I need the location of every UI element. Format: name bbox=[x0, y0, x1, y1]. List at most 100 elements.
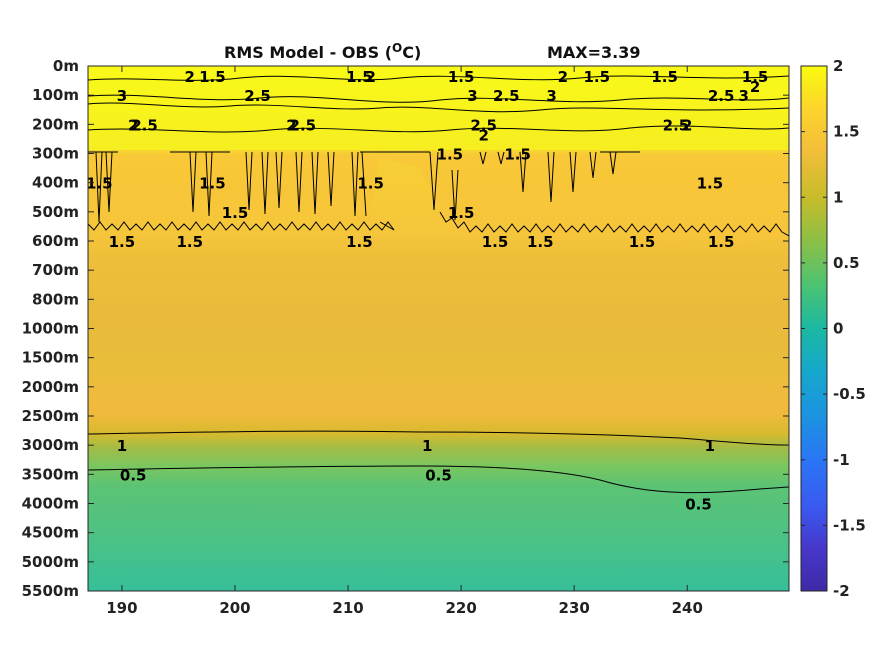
y-tick-label: 600m bbox=[32, 232, 79, 250]
title-superscript: O bbox=[392, 41, 402, 55]
contour-label: 2.5 bbox=[470, 116, 497, 134]
contour-label: 1.5 bbox=[629, 233, 656, 251]
y-tick-label: 800m bbox=[32, 290, 79, 308]
contour-label: 1.5 bbox=[584, 68, 611, 86]
contour-label: 1.5 bbox=[346, 233, 373, 251]
y-tick-label: 100m bbox=[32, 86, 79, 104]
contour-label: 3 bbox=[117, 87, 127, 105]
x-tick-label: 210 bbox=[332, 599, 363, 617]
y-tick-label: 1500m bbox=[22, 349, 79, 367]
contour-label: 3 bbox=[546, 87, 556, 105]
contour-label: 1.5 bbox=[527, 233, 554, 251]
title-unit: C) bbox=[402, 43, 421, 62]
contour-label: 1.5 bbox=[448, 68, 475, 86]
y-tick-label: 2500m bbox=[22, 407, 79, 425]
contour-label: 1.5 bbox=[199, 68, 226, 86]
colorbar-ramp bbox=[800, 65, 828, 592]
contour-label: 1.5 bbox=[199, 175, 226, 193]
contour-lines bbox=[88, 75, 789, 494]
y-tick-label: 700m bbox=[32, 261, 79, 279]
x-axis: 190 200 210 220 230 240 bbox=[106, 66, 703, 617]
y-tick-label: 300m bbox=[32, 145, 79, 163]
colorbar-tick-label: 1.5 bbox=[833, 123, 860, 141]
contour-label: 2 bbox=[479, 126, 489, 144]
contour-1-5-lower bbox=[88, 211, 789, 237]
colorbar-tick-label: -2 bbox=[833, 582, 850, 600]
colorbar-tick-label: 1 bbox=[833, 188, 843, 206]
chart-title: RMS Model - OBS (OC) bbox=[224, 41, 421, 62]
contour-label: 2.5 bbox=[131, 116, 158, 134]
contour-label: 1 bbox=[117, 437, 127, 455]
y-tick-label: 1000m bbox=[22, 320, 79, 338]
contour-label: 1.5 bbox=[176, 233, 203, 251]
contour-label: 1.5 bbox=[448, 204, 475, 222]
contour-label: 2 bbox=[682, 116, 692, 134]
contour-label: 2 bbox=[558, 68, 568, 86]
contour-label: 2.5 bbox=[290, 116, 317, 134]
y-tick-label: 4500m bbox=[22, 524, 79, 542]
colorbar-tick-label: 0 bbox=[833, 320, 843, 338]
y-axis: 0m 100m 200m 300m 400m 500m 600m 700m 800m 1000m 1… bbox=[22, 57, 789, 600]
contour-3 bbox=[88, 102, 789, 113]
contour-label: 1.5 bbox=[109, 233, 136, 251]
y-tick-label: 5000m bbox=[22, 553, 79, 571]
contour-label: 0.5 bbox=[425, 466, 452, 484]
contour-label: 1.5 bbox=[504, 146, 531, 164]
colorbar-tick-label: 0.5 bbox=[833, 254, 860, 272]
contour-label: 1.5 bbox=[651, 68, 678, 86]
contour-label: 2 bbox=[286, 116, 296, 134]
contour-label: 2 bbox=[185, 68, 195, 86]
contour-label: 2 bbox=[365, 68, 375, 86]
contour-label: 2.5 bbox=[493, 87, 520, 105]
contour-2-deep bbox=[88, 125, 789, 133]
y-tick-label: 0m bbox=[53, 57, 79, 75]
contour-label: 2.5 bbox=[663, 116, 690, 134]
y-tick-label: 5500m bbox=[22, 582, 79, 600]
contour-1 bbox=[88, 430, 789, 446]
contour-label: 1.5 bbox=[708, 233, 735, 251]
colorbar: 2 1.5 1 0.5 0 -0.5 -1 -1.5 -2 bbox=[800, 57, 866, 600]
contour-label: 2 bbox=[128, 116, 138, 134]
contour-label: 1.5 bbox=[482, 233, 509, 251]
y-tick-label: 3500m bbox=[22, 465, 79, 483]
max-label: MAX=3.39 bbox=[547, 43, 641, 62]
contour-label: 1 bbox=[705, 437, 715, 455]
contour-label: 2.5 bbox=[708, 87, 735, 105]
y-tick-label: 4000m bbox=[22, 495, 79, 513]
contour-label: 0.5 bbox=[685, 496, 712, 514]
contour-2 bbox=[88, 75, 789, 81]
contour-label: 1.5 bbox=[437, 146, 464, 164]
colorbar-tick-label: -0.5 bbox=[833, 385, 866, 403]
contour-1-5-spikes bbox=[95, 151, 617, 223]
y-tick-label: 500m bbox=[32, 203, 79, 221]
contour-label: 0.5 bbox=[120, 466, 147, 484]
contour-labels: 2 1.5 1.52 1.5 2 1.5 1.5 1.522.5 2.53 3 3 2.5 32.5 2.… bbox=[86, 68, 769, 514]
y-tick-label: 3000m bbox=[22, 436, 79, 454]
x-tick-label: 200 bbox=[219, 599, 250, 617]
x-tick-label: 230 bbox=[559, 599, 590, 617]
y-tick-label: 200m bbox=[32, 115, 79, 133]
contour-label: 2.5 bbox=[244, 87, 271, 105]
contour-label: 1.5 bbox=[697, 175, 724, 193]
y-tick-label: 2000m bbox=[22, 378, 79, 396]
contour-label: 1.5 bbox=[222, 204, 249, 222]
contour-label: 1.5 bbox=[357, 175, 384, 193]
x-tick-label: 240 bbox=[672, 599, 703, 617]
contour-0-5 bbox=[88, 465, 789, 494]
colorbar-ticks: 2 1.5 1 0.5 0 -0.5 -1 -1.5 -2 bbox=[801, 57, 866, 600]
colorbar-tick-label: -1.5 bbox=[833, 516, 866, 534]
contour-label: 1.5 bbox=[346, 68, 373, 86]
contour-label: 3 bbox=[467, 87, 477, 105]
contour-label: 1.5 bbox=[86, 175, 113, 193]
heatmap-field: 2 1.5 1.52 1.5 2 1.5 1.5 1.522.5 2.53 3 3 2.5 32.5 2.… bbox=[86, 66, 789, 591]
y-tick-label: 400m bbox=[32, 174, 79, 192]
colorbar-tick-label: 2 bbox=[833, 57, 843, 75]
contour-label: 3 bbox=[739, 87, 749, 105]
x-tick-label: 190 bbox=[106, 599, 137, 617]
x-tick-label: 220 bbox=[445, 599, 476, 617]
contour-label: 1.5 bbox=[742, 68, 769, 86]
contour-2-5 bbox=[88, 94, 789, 103]
contour-label: 2 bbox=[750, 78, 760, 96]
contour-label: 1 bbox=[422, 437, 432, 455]
